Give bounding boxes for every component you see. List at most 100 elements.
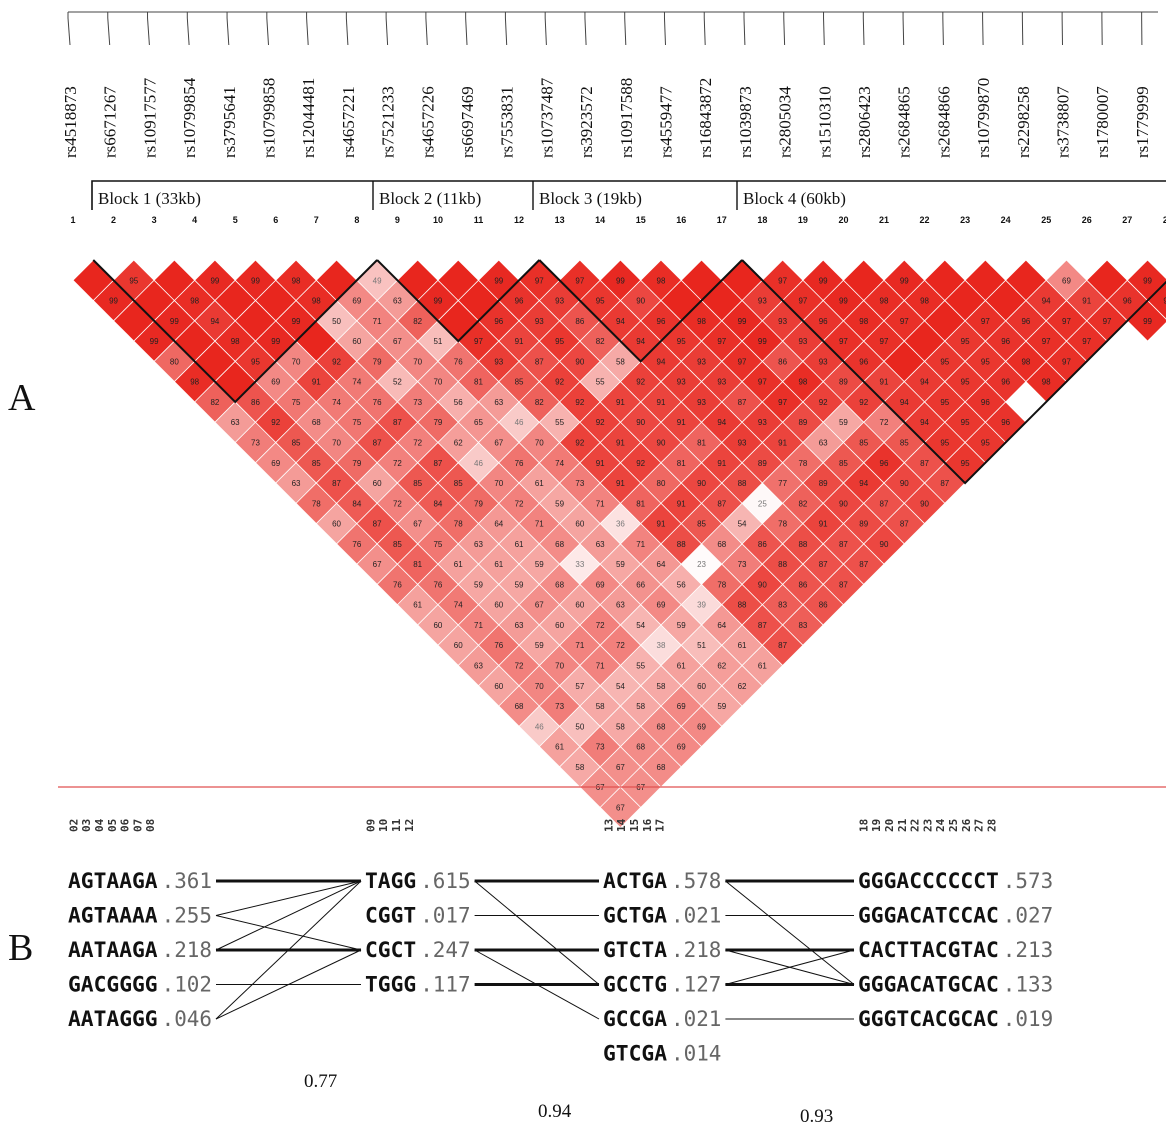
ld-value: 73: [251, 438, 260, 447]
ld-cell: [681, 301, 722, 341]
ld-value: 72: [393, 499, 402, 508]
ld-value: 99: [150, 337, 159, 346]
ld-cell: [256, 280, 296, 321]
ld-matrix: 95 99 99 98 49 99 97 97 99 98 97 99 99 69 99 99 98 98 69 63…: [73, 260, 1166, 828]
ld-cell: [600, 260, 641, 300]
ld-value: 89: [859, 520, 868, 529]
haplotype-marker-index: 06: [119, 818, 132, 832]
ld-value: 86: [251, 398, 260, 407]
ld-cell: [904, 361, 945, 402]
ld-value: 90: [758, 580, 767, 589]
snp-label: rs10799858: [260, 78, 279, 158]
ld-value: 63: [515, 621, 524, 630]
haplotype-marker-index: 03: [80, 819, 93, 832]
ld-value: 81: [677, 459, 686, 468]
ld-value: 63: [596, 540, 605, 549]
ld-value: 94: [717, 418, 726, 427]
haplotype-marker-index: 28: [985, 819, 998, 832]
marker-number: 11: [474, 215, 484, 225]
snp-connector: [425, 17, 428, 46]
ld-value: 98: [880, 297, 889, 306]
haplotype-sequence: GCCTG: [603, 973, 667, 997]
ld-cell: [539, 726, 580, 767]
ld-value: 93: [535, 317, 544, 326]
ld-value: 77: [778, 479, 787, 488]
ld-value: 94: [657, 357, 666, 366]
haplotype-sequence: GCCGA: [603, 1007, 667, 1031]
ld-cell: [215, 321, 255, 361]
ld-value: 87: [738, 398, 747, 407]
ld-value: 33: [575, 560, 584, 569]
haplotype-frequency: .255: [162, 904, 212, 928]
ld-value: 76: [373, 398, 382, 407]
ld-cell: [681, 341, 722, 382]
ld-cell: [884, 503, 924, 544]
ld-value: 67: [373, 560, 382, 569]
ld-cell: [641, 747, 681, 787]
ld-cell: [134, 321, 174, 361]
ld-cell: [864, 361, 904, 402]
ld-value: 85: [900, 438, 909, 447]
ld-cell: [600, 666, 641, 706]
ld-value: 60: [575, 601, 584, 610]
ld-value: 59: [616, 560, 625, 569]
ld-value: 67: [616, 803, 625, 812]
ld-cell: [418, 524, 458, 564]
ld-value: 59: [677, 621, 686, 630]
ld-value: 69: [1062, 276, 1071, 285]
ld-cell: [1006, 341, 1046, 382]
ld-value: 25: [758, 499, 767, 508]
ld-value: 82: [798, 499, 807, 508]
ld-cell: [803, 382, 843, 422]
multiallelic-d-1: 0.77: [304, 1071, 337, 1092]
ld-cell: [722, 625, 762, 665]
ld-value: 80: [170, 357, 179, 366]
ld-value: 64: [717, 621, 726, 630]
ld-value: 78: [454, 520, 463, 529]
ld-value: 60: [494, 601, 503, 610]
ld-cell: [418, 483, 458, 523]
haplotype-marker-index: 17: [654, 819, 667, 832]
ld-cell: [377, 280, 418, 321]
ld-cell: [621, 280, 661, 321]
ld-value: 69: [697, 722, 706, 731]
ld-cell: [215, 280, 255, 321]
ld-cell: [357, 544, 397, 584]
ld-value: 64: [657, 560, 666, 569]
ld-value: 91: [515, 337, 524, 346]
haplotype-marker-index: 19: [870, 819, 883, 832]
ld-cell: [276, 422, 316, 463]
block-outlines: [92, 259, 1166, 485]
ld-value: 54: [616, 682, 625, 691]
ld-cell: [316, 503, 357, 544]
ld-value: 70: [555, 662, 564, 671]
ld-cell: [560, 301, 600, 341]
ld-value: 75: [292, 398, 301, 407]
ld-value: 79: [352, 459, 361, 468]
ld-cell: [803, 503, 843, 544]
ld-value: 89: [758, 459, 767, 468]
ld-cell: [398, 463, 438, 503]
ld-value: 88: [738, 601, 747, 610]
ld-cell: [742, 402, 783, 442]
haplotype-frequency: .247: [420, 938, 470, 962]
ld-cell: [499, 402, 539, 442]
ld-cell: [458, 564, 499, 605]
ld-cell: [174, 280, 215, 321]
ld-cell: [1026, 321, 1066, 361]
ld-value: 98: [190, 297, 199, 306]
ld-value: 46: [474, 459, 483, 468]
ld-cell: [661, 483, 701, 523]
ld-cell: [925, 260, 965, 300]
ld-cell: [580, 645, 620, 686]
ld-cell: [418, 361, 458, 402]
ld-cell: [580, 686, 620, 726]
ld-value: 97: [474, 337, 483, 346]
haplotype-frequency: .019: [1003, 1007, 1053, 1031]
ld-cell: [904, 483, 945, 523]
ld-cell: [580, 524, 620, 564]
ld-cell: [600, 625, 641, 665]
ld-value: 75: [352, 418, 361, 427]
ld-cell: [377, 402, 418, 442]
ld-value: 76: [494, 641, 503, 650]
